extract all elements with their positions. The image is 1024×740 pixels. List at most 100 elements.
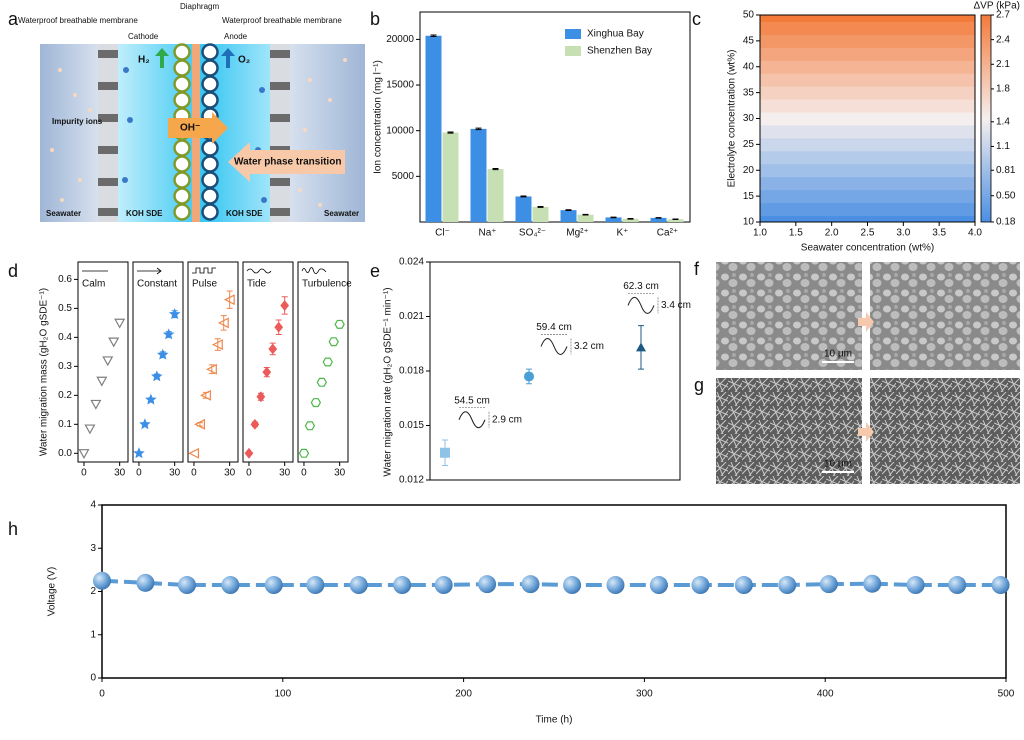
cathode-particle: [173, 203, 191, 221]
legend-icon: [301, 267, 327, 274]
ion: [318, 203, 322, 207]
point: [268, 343, 278, 355]
error-bar: [214, 338, 221, 351]
y-axis-label: Electrolyte concentration (wt%): [727, 50, 738, 188]
y-tick-label: 45: [743, 36, 755, 47]
diagram: a Waterproof breathable membrane Waterpr…: [8, 2, 365, 222]
y-tick-label: 0.5: [58, 303, 72, 314]
heat-cell: [760, 150, 975, 165]
point: [244, 447, 254, 459]
error-bar: [655, 217, 662, 219]
label: KOH SDE: [226, 209, 263, 218]
error-bar: [430, 34, 437, 37]
error-bar: [220, 315, 227, 331]
cathode-particle: [173, 139, 191, 157]
annotation: 2.9 cm: [492, 414, 522, 425]
water: [122, 177, 128, 183]
heat-cell: [760, 215, 975, 223]
error-bar: [520, 195, 527, 198]
point: [168, 308, 181, 320]
colorbar-tick-label: 0.18: [996, 217, 1016, 228]
x-tick-label: 4.0: [968, 228, 982, 239]
colorbar-tick-label: 1.1: [996, 141, 1010, 152]
point: [205, 363, 217, 375]
x-tick-label: 0: [301, 468, 307, 479]
x-tick-label: 0: [81, 468, 87, 479]
anode-particle: [201, 59, 219, 77]
point: [306, 576, 325, 595]
annotation: 3.4 cm: [661, 300, 691, 311]
error-bar: [627, 218, 634, 220]
point: [223, 294, 235, 306]
y-tick-label: 0.015: [399, 420, 424, 431]
y-tick-label: 5000: [392, 171, 415, 182]
panel-label: e: [370, 261, 380, 281]
point: [264, 576, 283, 595]
error-bar: [672, 218, 679, 221]
y-axis-label: Water migration rate (gH₂O gSDE⁻¹ min⁻¹): [383, 287, 394, 476]
anode-particle: [201, 187, 219, 205]
point: [139, 418, 151, 430]
seawater: [40, 44, 98, 222]
annotation: 62.3 cm: [623, 281, 659, 292]
x-tick-label: K⁺: [617, 228, 629, 239]
arrow: [858, 312, 874, 332]
point: [863, 574, 882, 593]
point: [102, 356, 114, 367]
point: [734, 576, 753, 595]
bar: [560, 210, 577, 222]
point: [906, 576, 925, 595]
label: Seawater: [324, 209, 359, 218]
label: OH⁻: [180, 123, 200, 134]
axes-frame: [242, 261, 294, 463]
point: [819, 575, 838, 594]
anode-particle: [201, 203, 219, 221]
point: [93, 571, 111, 590]
anode-particle: [201, 75, 219, 93]
heat-cell: [760, 60, 975, 74]
point: [334, 319, 345, 329]
colorbar-tick-label: 0.81: [996, 165, 1016, 176]
y-tick-label: 0.024: [399, 257, 424, 268]
label: Impurity ions: [52, 117, 103, 126]
panel-label: a: [8, 9, 19, 29]
ion: [343, 58, 347, 62]
point: [478, 575, 497, 594]
arrow: [168, 112, 228, 144]
cathode-particle: [173, 59, 191, 77]
point: [177, 576, 196, 595]
x-tick-label: Mg²⁺: [566, 228, 589, 239]
bar: [487, 169, 504, 222]
x-tick-label: 0: [99, 689, 105, 700]
ion: [50, 148, 54, 152]
axes-frame: [77, 261, 129, 463]
point: [84, 424, 96, 435]
point: [524, 371, 534, 382]
panel-label: h: [8, 519, 18, 539]
point: [133, 447, 145, 459]
water: [123, 67, 129, 73]
dimension: [459, 407, 490, 428]
bar: [532, 206, 549, 222]
annotation: 3.2 cm: [574, 341, 604, 352]
legend-label: Shenzhen Bay: [587, 46, 652, 57]
point: [136, 573, 155, 592]
bar: [577, 214, 594, 222]
x-tick-label: 1.0: [753, 228, 767, 239]
heat-cell: [760, 202, 975, 217]
y-tick-label: 15: [743, 191, 755, 202]
water: [261, 197, 267, 203]
label: Cathode: [128, 32, 159, 41]
legend-label: Xinghua Bay: [587, 29, 644, 40]
arrow: [858, 422, 874, 442]
y-tick-label: 0.0: [58, 448, 72, 459]
point: [194, 418, 206, 430]
bar: [515, 196, 532, 222]
point: [114, 318, 126, 329]
x-tick-label: 30: [114, 468, 126, 479]
arrow: [221, 48, 235, 68]
bar: [667, 219, 684, 222]
x-tick-label: 30: [224, 468, 236, 479]
point: [316, 377, 328, 387]
x-tick-label: 0: [191, 468, 197, 479]
